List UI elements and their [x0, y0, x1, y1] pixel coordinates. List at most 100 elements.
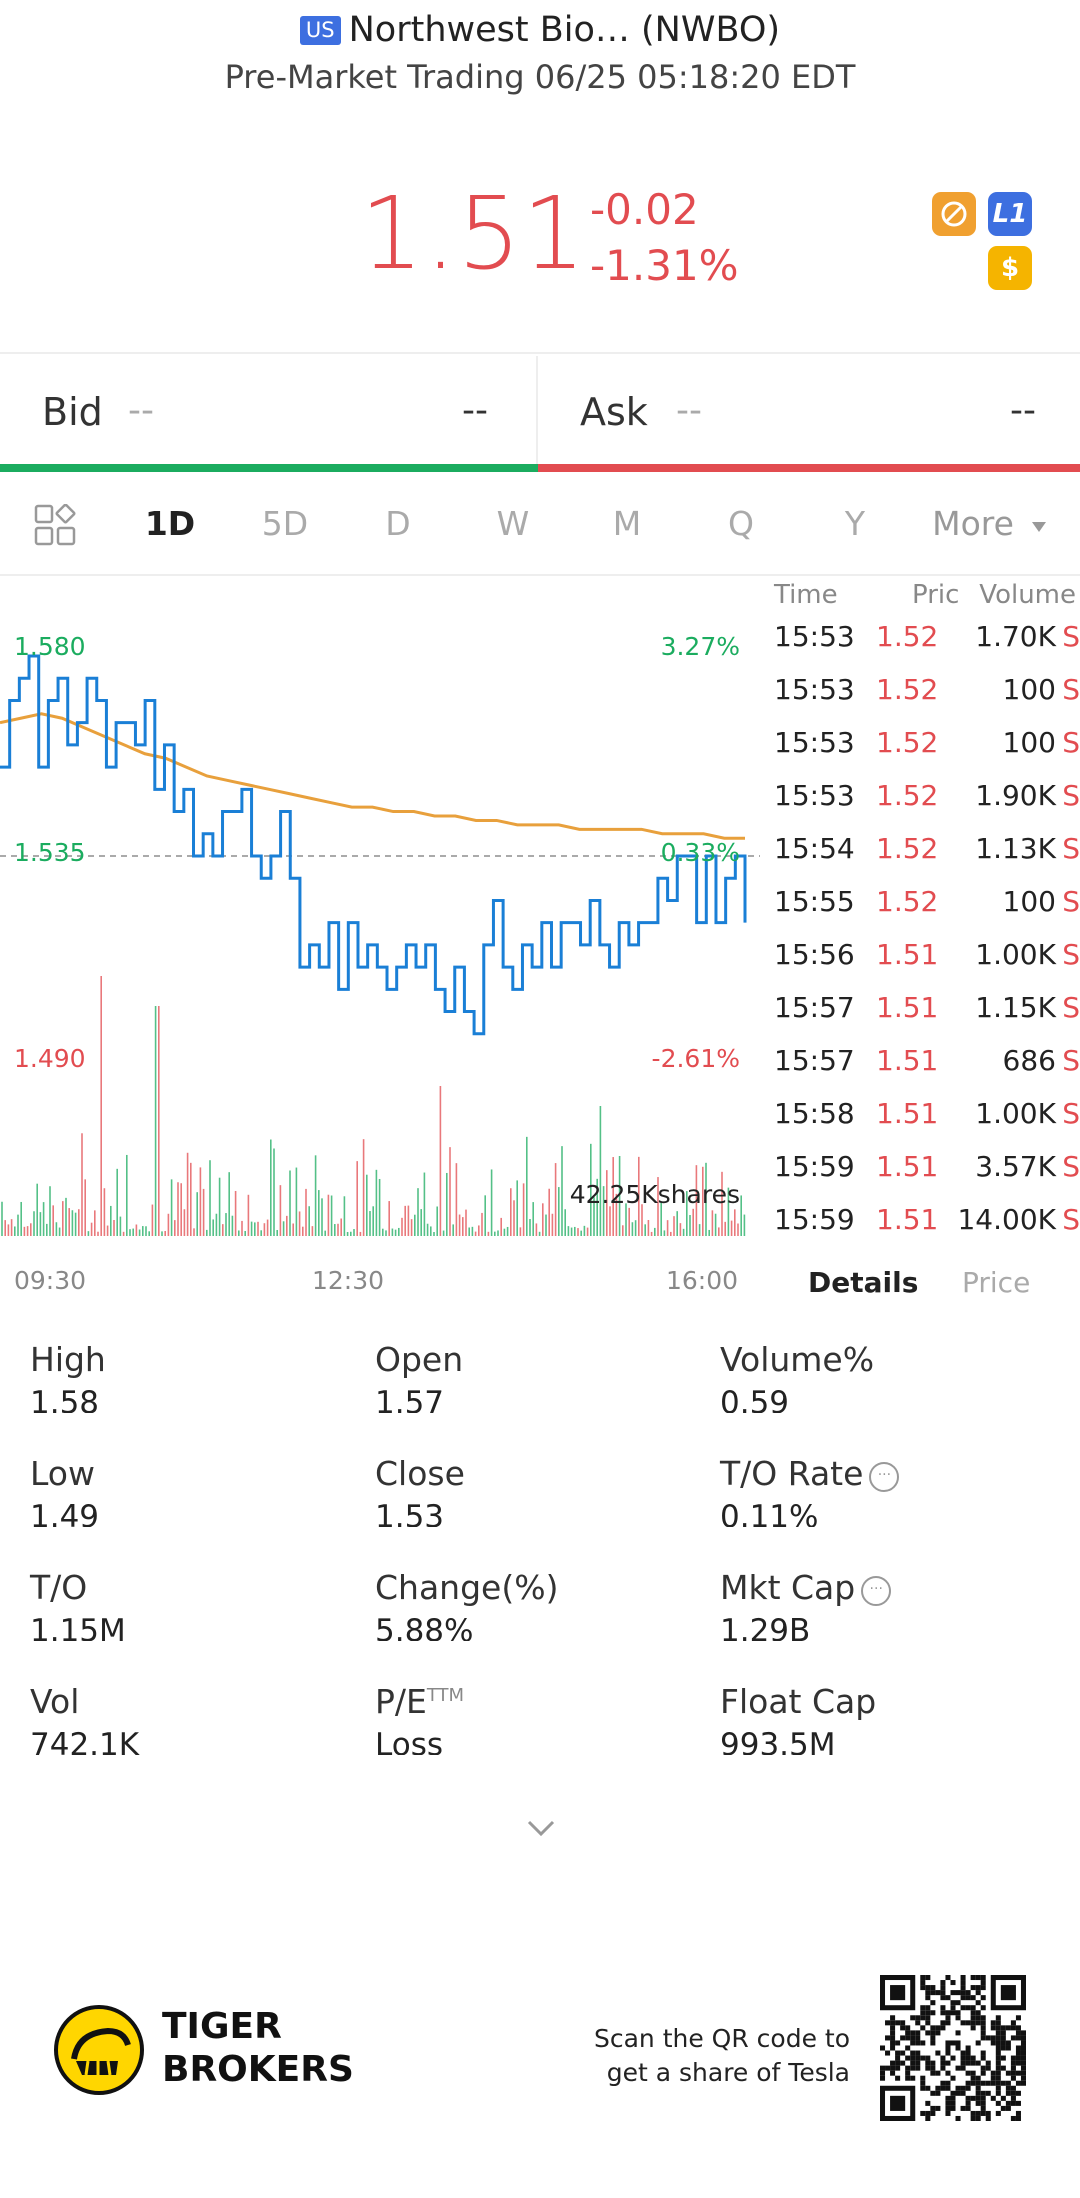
tab-q[interactable]: Q [728, 504, 754, 543]
no-entry-icon[interactable] [932, 192, 976, 236]
stat-item: Low 1.49 [30, 1454, 370, 1527]
tick-price: 1.52 [876, 726, 939, 759]
divider [0, 352, 1080, 354]
tick-side: S [1062, 1044, 1080, 1077]
tab-w[interactable]: W [496, 504, 530, 543]
tick-row: 15:54 1.52 1.13K S [762, 832, 1080, 885]
tick-side: S [1062, 1150, 1080, 1183]
bid-label: Bid [42, 390, 103, 434]
tab-y[interactable]: Y [844, 504, 866, 543]
intraday-chart[interactable]: 1.580 1.535 1.490 3.27% 0.33% -2.61% 42.… [0, 576, 760, 1276]
tab-details[interactable]: Details [808, 1266, 919, 1299]
stat-label-text: Low [30, 1454, 95, 1493]
tick-time: 15:53 [774, 779, 855, 812]
layout-grid-icon[interactable] [34, 504, 78, 548]
stat-value: 1.15M [30, 1613, 126, 1641]
stat-label: High [30, 1340, 370, 1379]
info-icon[interactable]: ··· [869, 1462, 900, 1492]
tick-volume: 1.13K [975, 832, 1056, 865]
tick-time: 15:57 [774, 991, 855, 1024]
price-line [0, 654, 747, 1036]
x-tick: 12:30 [312, 1266, 385, 1295]
L1-badge[interactable]: L1 [988, 192, 1032, 236]
chart-canvas [0, 654, 760, 1236]
tick-row: 15:53 1.52 100 S [762, 673, 1080, 726]
tick-price: 1.51 [876, 991, 939, 1024]
ticks-header-volume: Volume [979, 580, 1076, 610]
chevron-down-icon[interactable] [525, 1818, 557, 1838]
tick-price: 1.52 [876, 885, 939, 918]
ask-label: Ask [580, 390, 648, 434]
tick-time: 15:53 [774, 673, 855, 706]
last-price: 1.51 [360, 175, 587, 292]
stat-label: P/ETTM [375, 1682, 715, 1721]
stat-value: 5.88% [375, 1613, 474, 1641]
stat-label: Low [30, 1454, 370, 1493]
dollar-icon[interactable]: $ [988, 246, 1032, 290]
bid-size: -- [128, 390, 154, 431]
tick-price: 1.51 [876, 938, 939, 971]
tick-price: 1.52 [876, 620, 939, 653]
stat-value: 993.5M [720, 1727, 836, 1755]
tick-row: 15:58 1.51 1.00K S [762, 1097, 1080, 1150]
tick-row: 15:53 1.52 100 S [762, 726, 1080, 779]
dropdown-triangle-icon[interactable] [1030, 520, 1048, 534]
stat-label: Open [375, 1340, 715, 1379]
stat-label-text: Change(%) [375, 1568, 559, 1607]
stat-label: Volume% [720, 1340, 1060, 1379]
tick-price: 1.51 [876, 1203, 939, 1236]
stat-value: Loss [375, 1727, 443, 1755]
tick-time: 15:54 [774, 832, 855, 865]
tab-d[interactable]: D [385, 504, 411, 543]
promo-text: Scan the QR code to get a share of Tesla [560, 2022, 850, 2090]
period-tabs: 1D 5D D W M Q Y More [0, 478, 1080, 574]
stat-label-text: Volume% [720, 1340, 875, 1379]
tick-price: 1.52 [876, 779, 939, 812]
ticks-header-price: Pric [912, 580, 960, 610]
info-icon[interactable]: ··· [861, 1576, 892, 1606]
ask-size: -- [676, 390, 702, 431]
tick-side: S [1062, 991, 1080, 1024]
tick-time: 15:59 [774, 1203, 855, 1236]
tick-time: 15:53 [774, 620, 855, 653]
tick-volume: 1.90K [975, 779, 1056, 812]
tick-side: S [1062, 620, 1080, 653]
stat-value: 742.1K [30, 1727, 140, 1755]
tick-time: 15:58 [774, 1097, 855, 1130]
tick-volume: 3.57K [975, 1150, 1056, 1183]
quote-badges: L1 $ [932, 192, 1037, 292]
tab-5d[interactable]: 5D [261, 504, 309, 543]
tick-time: 15:53 [774, 726, 855, 759]
tick-price: 1.51 [876, 1044, 939, 1077]
qr-code-icon[interactable] [880, 1975, 1026, 2121]
tab-more[interactable]: More [932, 504, 1014, 543]
chart-low-pct: -2.61% [651, 1044, 740, 1073]
stat-value: 0.59 [720, 1385, 790, 1413]
tab-1d[interactable]: 1D [144, 504, 196, 543]
stat-label-text: High [30, 1340, 106, 1379]
stat-value: 1.57 [375, 1385, 445, 1413]
stat-item: T/O Rate ··· 0.11% [720, 1454, 1060, 1527]
stat-item: Open 1.57 [375, 1340, 715, 1413]
market-status: Pre-Market Trading 06/25 05:18:20 EDT [224, 58, 856, 96]
stat-label-text: Vol [30, 1682, 80, 1721]
tick-side: S [1062, 779, 1080, 812]
change-percent: -1.31% [590, 241, 739, 290]
tab-price[interactable]: Price [962, 1266, 1031, 1299]
tick-row: 15:55 1.52 100 S [762, 885, 1080, 938]
chart-ref-price: 1.535 [14, 838, 86, 867]
ticks-header-time: Time [774, 580, 838, 610]
tick-volume: 100 [1002, 673, 1056, 706]
brand-line-1: TIGER [162, 2006, 282, 2047]
tick-side: S [1062, 673, 1080, 706]
chart-low-price: 1.490 [14, 1044, 86, 1073]
tick-volume: 100 [1002, 885, 1056, 918]
tick-volume: 14.00K [957, 1203, 1056, 1236]
tab-m[interactable]: M [612, 504, 642, 543]
tick-row: 15:57 1.51 686 S [762, 1044, 1080, 1097]
stat-value: 1.58 [30, 1385, 100, 1413]
tick-price: 1.52 [876, 673, 939, 706]
tick-time: 15:57 [774, 1044, 855, 1077]
tick-row: 15:53 1.52 1.70K S [762, 620, 1080, 673]
x-tick: 09:30 [14, 1266, 87, 1295]
